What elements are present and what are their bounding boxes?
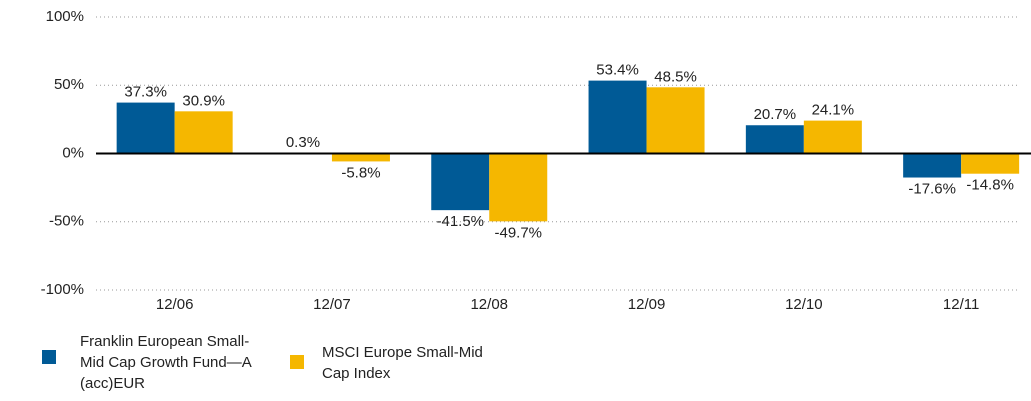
bar <box>489 153 548 222</box>
legend-label: MSCI Europe Small-Mid Cap Index <box>322 344 483 382</box>
x-tick-label: 12/08 <box>470 296 508 313</box>
x-tick-label: 12/09 <box>628 296 666 313</box>
value-label: -14.8% <box>966 177 1014 194</box>
bar <box>116 102 175 154</box>
y-tick-label: 100% <box>46 8 84 25</box>
y-tick-label: 0% <box>62 144 84 161</box>
value-label: 30.9% <box>182 92 225 109</box>
bar <box>331 153 390 162</box>
value-label: -41.5% <box>436 213 484 230</box>
y-tick-label: -100% <box>41 281 84 298</box>
value-label: 48.5% <box>654 68 697 85</box>
value-label: -17.6% <box>908 180 956 197</box>
bar <box>745 125 804 154</box>
y-tick-label: 50% <box>54 76 84 93</box>
bar <box>431 153 490 211</box>
value-label: 0.3% <box>286 134 320 151</box>
value-label: 37.3% <box>124 84 167 101</box>
value-label: 20.7% <box>754 106 797 123</box>
bar <box>961 153 1020 174</box>
value-label: 24.1% <box>812 102 855 119</box>
y-tick-label: -50% <box>49 213 84 230</box>
value-label: 53.4% <box>596 62 639 79</box>
bar <box>646 87 705 154</box>
x-tick-label: 12/11 <box>943 296 979 313</box>
x-tick-label: 12/10 <box>785 296 823 313</box>
bar <box>588 80 647 154</box>
legend-swatch <box>290 355 304 369</box>
bar <box>174 111 233 154</box>
x-tick-label: 12/06 <box>156 296 194 313</box>
legend-swatch <box>42 350 56 364</box>
value-label: -5.8% <box>341 164 380 181</box>
bar <box>803 120 862 154</box>
legend-label: Franklin European Small-Mid Cap Growth F… <box>80 333 251 392</box>
x-tick-label: 12/07 <box>313 296 351 313</box>
value-label: -49.7% <box>494 224 542 241</box>
bar <box>903 153 962 178</box>
